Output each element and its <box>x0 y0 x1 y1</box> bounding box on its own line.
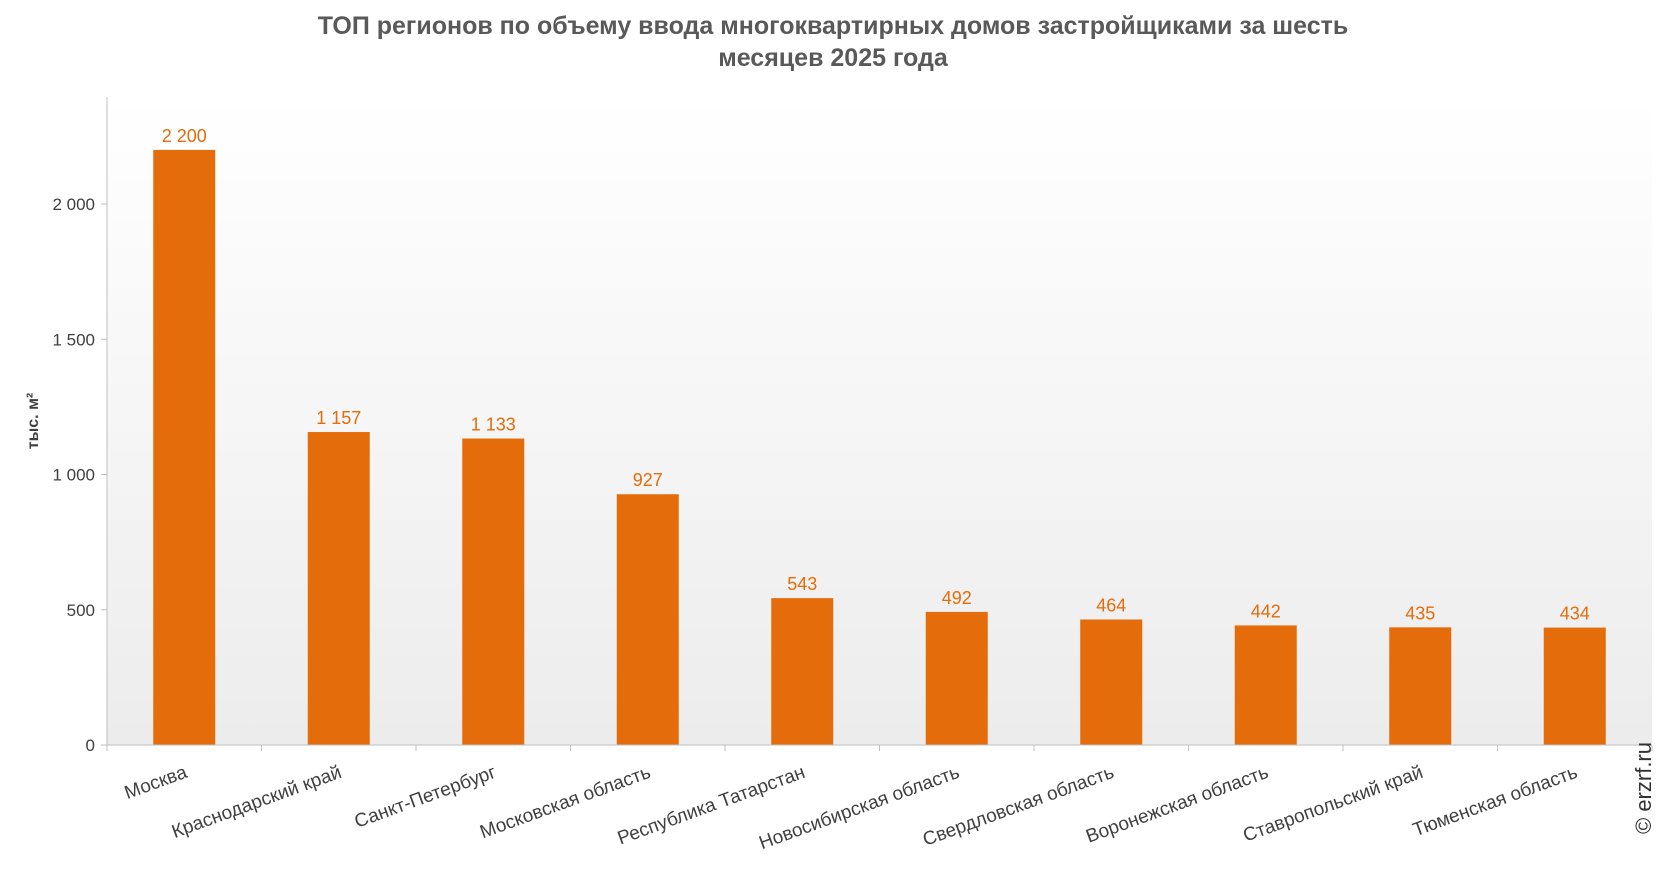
credit-text: © erzrf.ru <box>1631 742 1656 834</box>
bar-value-label: 464 <box>1096 595 1126 615</box>
x-category-label: Краснодарский край <box>169 762 344 843</box>
y-tick-label: 0 <box>86 736 95 755</box>
x-category-label: Санкт-Петербург <box>352 762 499 833</box>
chart-title-line-1: ТОП регионов по объему ввода многокварти… <box>317 12 1349 40</box>
bar-value-label: 434 <box>1560 604 1590 624</box>
bar <box>307 432 370 745</box>
y-tick-label: 2 000 <box>52 195 95 214</box>
bar <box>153 149 216 745</box>
x-category-label: Тюменская область <box>1410 762 1580 841</box>
bar-value-label: 927 <box>633 470 663 490</box>
bar-value-label: 1 133 <box>471 415 516 435</box>
bar <box>925 611 988 745</box>
bar <box>462 438 525 745</box>
bar-value-label: 1 157 <box>316 408 361 428</box>
bars-group: 2 200 1 157 1 133 927 543 492 464 442 435 434 <box>153 126 1606 745</box>
chart-title-line-2: месяцев 2025 года <box>718 44 948 72</box>
bar <box>1543 627 1606 745</box>
y-tick-label: 1 500 <box>52 330 95 349</box>
bar <box>1389 627 1452 745</box>
bar <box>1080 619 1143 745</box>
bar <box>1234 625 1297 745</box>
bar-value-label: 2 200 <box>162 126 207 146</box>
bar <box>616 494 679 745</box>
bar-value-label: 543 <box>787 574 817 594</box>
bar-value-label: 435 <box>1405 603 1435 623</box>
bar <box>771 598 834 745</box>
y-tick-label: 1 000 <box>52 466 95 485</box>
y-tick-label: 500 <box>67 601 95 620</box>
chart-title: ТОП регионов по объему ввода многокварти… <box>0 10 1666 74</box>
y-axis-label: тыс. м² <box>25 393 42 449</box>
bar-value-label: 492 <box>942 588 972 608</box>
bar-value-label: 442 <box>1251 601 1281 621</box>
x-category-label: Москва <box>122 762 191 804</box>
